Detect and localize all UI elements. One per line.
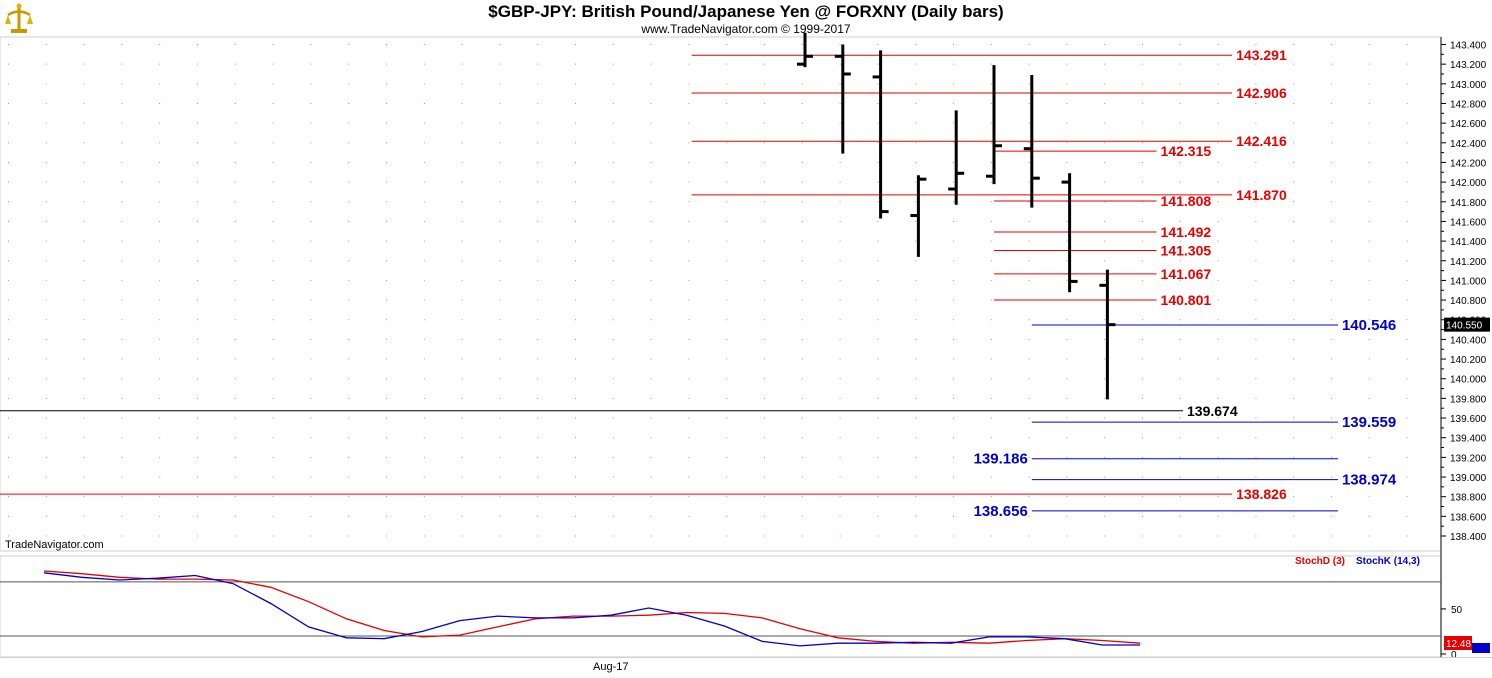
y-tick-label: 140.000 <box>1450 375 1487 386</box>
level-label: 141.067 <box>1161 266 1212 282</box>
y-tick-label: 138.800 <box>1450 493 1487 504</box>
oscillator-last-label: 12.48 <box>1446 639 1471 650</box>
y-tick-label: 142.800 <box>1450 99 1487 110</box>
chart-title: $GBP-JPY: British Pound/Japanese Yen @ F… <box>488 2 1004 21</box>
chart-subtitle: www.TradeNavigator.com © 1999-2017 <box>641 22 851 36</box>
y-tick-label: 142.400 <box>1450 139 1487 150</box>
x-axis-bar <box>0 657 1492 678</box>
level-label: 140.546 <box>1342 317 1396 334</box>
y-tick-label: 140.800 <box>1450 296 1487 307</box>
y-tick-label: 141.000 <box>1450 276 1487 287</box>
last-price-box <box>1444 317 1490 332</box>
level-label: 141.808 <box>1161 193 1212 209</box>
level-label: 140.801 <box>1161 292 1212 308</box>
price-pane <box>0 36 1442 552</box>
level-label: 138.974 <box>1342 472 1397 489</box>
y-tick-label: 143.000 <box>1450 80 1487 91</box>
level-label: 143.291 <box>1236 47 1287 63</box>
oscillator-pane <box>0 555 1442 658</box>
y-tick-label: 139.000 <box>1450 473 1487 484</box>
level-label: 139.674 <box>1187 403 1238 419</box>
level-label: 139.186 <box>974 451 1028 468</box>
trade-navigator-logo-icon <box>2 2 36 36</box>
level-label: 141.870 <box>1236 187 1287 203</box>
level-label: 138.826 <box>1236 486 1287 502</box>
level-label: 142.416 <box>1236 133 1287 149</box>
y-tick-label: 141.600 <box>1450 217 1487 228</box>
level-label: 141.305 <box>1161 242 1212 258</box>
level-label: 138.656 <box>974 503 1028 520</box>
y-tick-label: 142.600 <box>1450 119 1487 130</box>
y-tick-label: 143.200 <box>1450 60 1487 71</box>
y-tick-label: 138.400 <box>1450 532 1487 543</box>
legend-stochd: StochD (3) <box>1295 556 1345 567</box>
oscillator-last-box-k <box>1472 643 1490 653</box>
y-tick-label: 139.400 <box>1450 434 1487 445</box>
y-tick-label: 138.600 <box>1450 512 1487 523</box>
y-tick-label: 141.800 <box>1450 198 1487 209</box>
oscillator-last-box <box>1444 636 1472 650</box>
oscillator-y-label: 50 <box>1451 605 1463 616</box>
y-tick-label: 143.400 <box>1450 41 1487 52</box>
y-tick-label: 142.200 <box>1450 158 1487 169</box>
axis-background <box>1441 37 1492 657</box>
y-tick-label: 139.600 <box>1450 414 1487 425</box>
level-label: 141.492 <box>1161 224 1212 240</box>
y-tick-label: 140.200 <box>1450 355 1487 366</box>
y-tick-label: 142.000 <box>1450 178 1487 189</box>
y-tick-label: 141.400 <box>1450 237 1487 248</box>
level-label: 142.315 <box>1161 143 1212 159</box>
legend-stochk: StochK (14,3) <box>1356 556 1420 567</box>
watermark-text: TradeNavigator.com <box>5 539 104 551</box>
y-tick-label: 141.200 <box>1450 257 1487 268</box>
y-tick-label: 139.200 <box>1450 453 1487 464</box>
oscillator-y-label: 0 <box>1451 650 1457 661</box>
level-label: 139.559 <box>1342 414 1396 431</box>
y-tick-label: 140.400 <box>1450 335 1487 346</box>
last-price-label: 140.550 <box>1446 321 1483 332</box>
oscillator-series-line <box>43 572 1141 647</box>
x-tick-label: Aug-17 <box>593 661 629 673</box>
y-tick-label: 139.800 <box>1450 394 1487 405</box>
level-label: 142.906 <box>1236 85 1287 101</box>
